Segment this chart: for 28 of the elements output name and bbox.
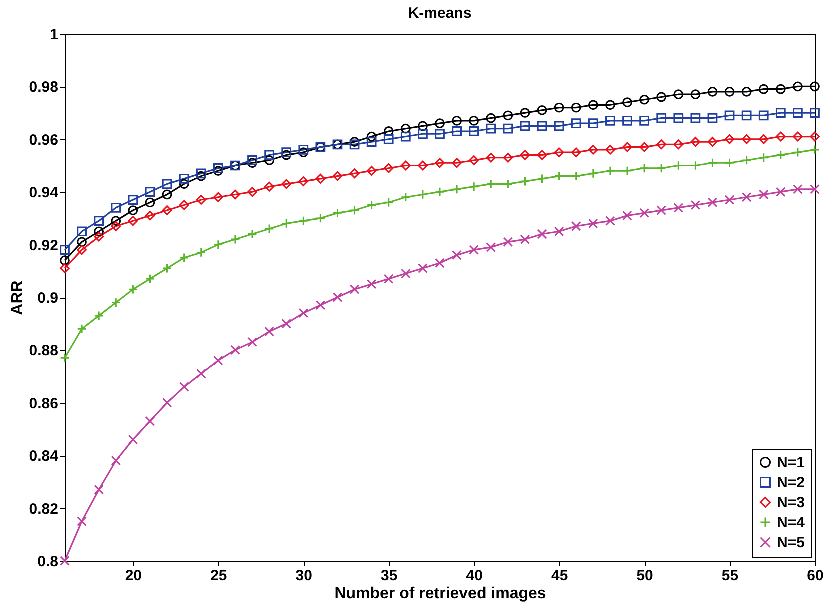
x-tick-label: 45 xyxy=(551,568,568,584)
x-tick-label: 35 xyxy=(381,568,398,584)
y-tick-label: 0.88 xyxy=(29,342,58,360)
y-axis-title: ARR xyxy=(9,280,26,316)
chart-title: K-means xyxy=(408,5,472,22)
y-tick-label: 0.8 xyxy=(38,554,58,570)
y-tick-label: 0.92 xyxy=(29,237,58,254)
y-tick-label: 0.98 xyxy=(29,79,58,96)
y-tick-label: 0.96 xyxy=(29,132,58,149)
y-tick-label: 0.82 xyxy=(29,500,58,518)
y-tick-label: 1 xyxy=(50,26,58,44)
x-tick-label: 20 xyxy=(125,568,142,584)
y-tick-label: 0.9 xyxy=(38,290,58,307)
x-axis-title: Number of retrieved images xyxy=(334,586,546,602)
x-tick-label: 40 xyxy=(466,568,483,584)
legend-label: N=3 xyxy=(777,494,805,512)
x-tick-label: 25 xyxy=(210,568,228,584)
y-tick-label: 0.86 xyxy=(29,395,58,412)
x-tick-label: 30 xyxy=(296,568,312,584)
x-tick-label: 55 xyxy=(722,568,739,584)
x-tick-label: 50 xyxy=(636,568,654,584)
y-tick-label: 0.84 xyxy=(29,448,60,466)
legend-label: N=1 xyxy=(777,454,805,472)
x-tick-label: 60 xyxy=(807,568,824,584)
y-tick-label: 0.94 xyxy=(29,184,60,202)
legend-label: N=5 xyxy=(777,534,805,552)
legend-label: N=4 xyxy=(777,514,806,532)
legend-label: N=2 xyxy=(777,474,805,492)
